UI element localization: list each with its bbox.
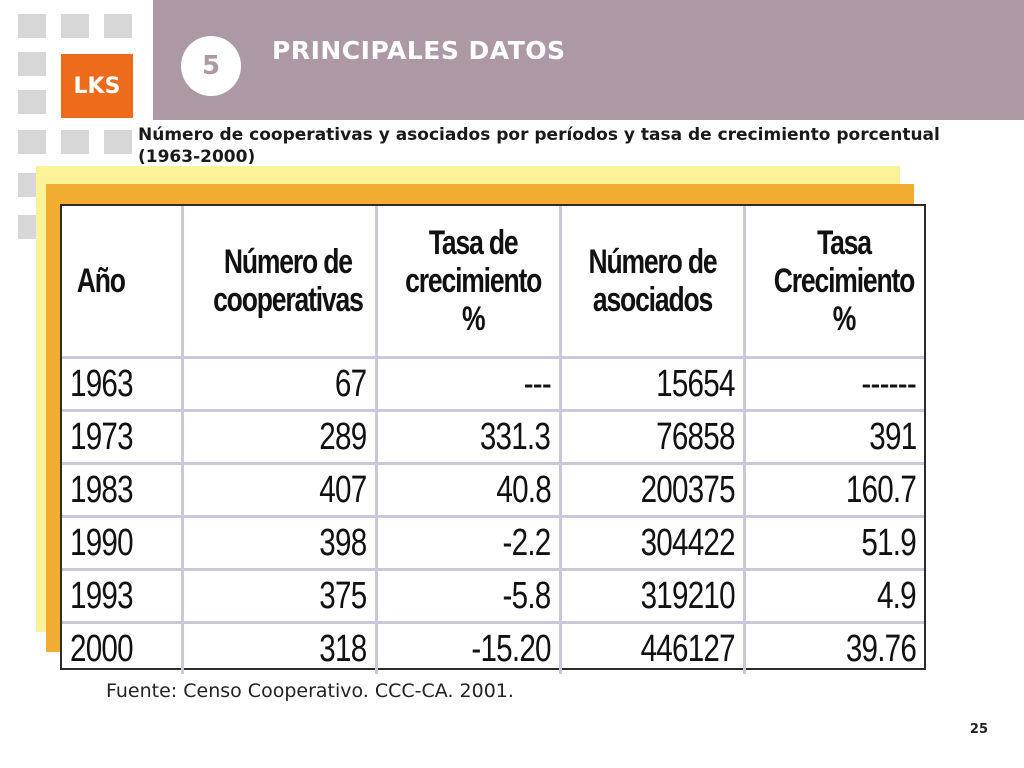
cell-member-growth: 51.9 xyxy=(742,515,924,571)
cell-cooperatives: 407 xyxy=(180,462,378,518)
cell-coop-growth: -5.8 xyxy=(374,568,562,624)
cell-member-growth: ------ xyxy=(742,356,924,412)
table-caption: Número de cooperativas y asociados por p… xyxy=(138,125,940,164)
cell-year: 2000 xyxy=(62,621,184,674)
cell-coop-growth: 331.3 xyxy=(374,409,562,465)
table-row: 1973 289 331.3 76858 391 xyxy=(62,409,924,465)
header-band xyxy=(153,0,1024,120)
cell-members: 446127 xyxy=(558,621,746,674)
cell-cooperatives: 375 xyxy=(180,568,378,624)
cell-coop-growth: -15.20 xyxy=(374,621,562,674)
column-header-coop-growth: Tasa de crecimiento % xyxy=(374,206,562,359)
cell-cooperatives: 67 xyxy=(180,356,378,412)
cell-member-growth: 391 xyxy=(742,409,924,465)
cell-year: 1963 xyxy=(62,356,184,412)
cell-year: 1990 xyxy=(62,515,184,571)
data-table: Año Número de cooperativas Tasa de creci… xyxy=(62,206,924,674)
cell-cooperatives: 289 xyxy=(180,409,378,465)
section-number: 5 xyxy=(201,51,221,81)
page-title: PRINCIPALES DATOS xyxy=(272,36,566,65)
cell-members: 304422 xyxy=(558,515,746,571)
cell-coop-growth: --- xyxy=(374,356,562,412)
table-row: 1963 67 --- 15654 ------ xyxy=(62,356,924,412)
column-header-member-growth: Tasa Crecimiento % xyxy=(742,206,924,359)
data-table-container: Año Número de cooperativas Tasa de creci… xyxy=(60,204,926,674)
cell-year: 1993 xyxy=(62,568,184,624)
table-row: 2000 318 -15.20 446127 39.76 xyxy=(62,621,924,674)
cell-coop-growth: -2.2 xyxy=(374,515,562,571)
column-header-cooperatives: Número de cooperativas xyxy=(180,206,378,359)
cell-member-growth: 39.76 xyxy=(742,621,924,674)
cell-year: 1973 xyxy=(62,409,184,465)
cell-members: 319210 xyxy=(558,568,746,624)
column-header-members: Número de asociados xyxy=(558,206,746,359)
page-number: 25 xyxy=(969,722,988,737)
cell-year: 1983 xyxy=(62,462,184,518)
cell-member-growth: 4.9 xyxy=(742,568,924,624)
cell-members: 76858 xyxy=(558,409,746,465)
table-row: 1990 398 -2.2 304422 51.9 xyxy=(62,515,924,571)
table-header-row: Año Número de cooperativas Tasa de creci… xyxy=(62,206,924,359)
column-header-year: Año xyxy=(62,206,184,359)
cell-coop-growth: 40.8 xyxy=(374,462,562,518)
section-number-badge: 5 xyxy=(181,36,241,96)
table-row: 1983 407 40.8 200375 160.7 xyxy=(62,462,924,518)
cell-members: 200375 xyxy=(558,462,746,518)
cell-member-growth: 160.7 xyxy=(742,462,924,518)
logo-text: LKS xyxy=(73,73,121,99)
source-note: Fuente: Censo Cooperativo. CCC-CA. 2001. xyxy=(106,680,514,702)
cell-members: 15654 xyxy=(558,356,746,412)
lks-logo: LKS xyxy=(61,54,133,118)
cell-cooperatives: 398 xyxy=(180,515,378,571)
cell-cooperatives: 318 xyxy=(180,621,378,674)
table-row: 1993 375 -5.8 319210 4.9 xyxy=(62,568,924,624)
